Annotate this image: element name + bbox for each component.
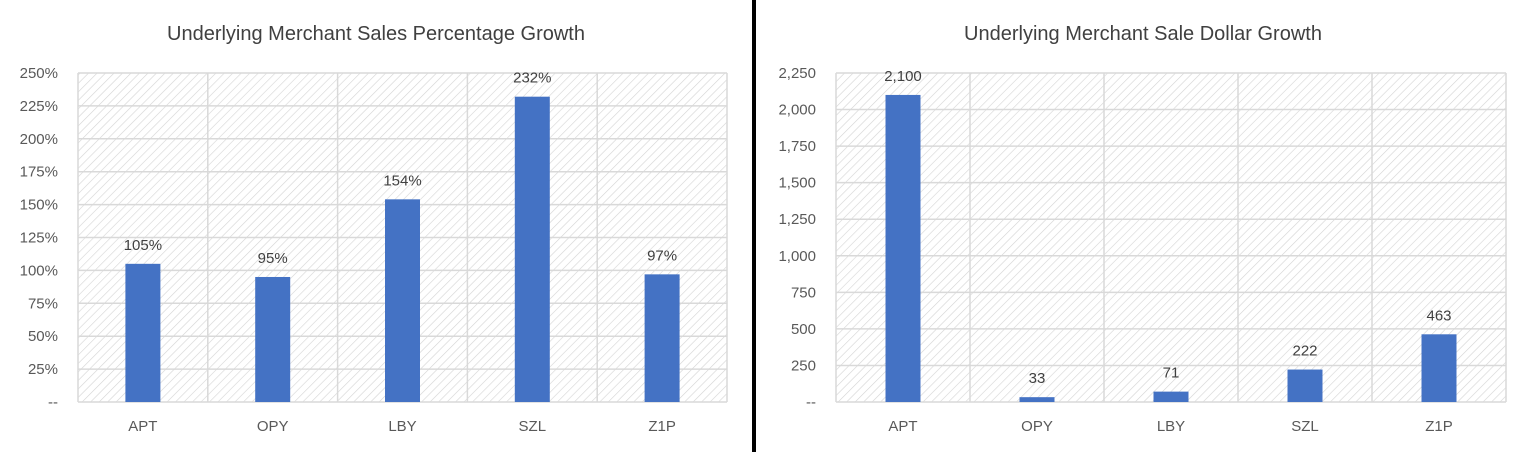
- category-label-szl: SZL: [1291, 418, 1319, 435]
- category-label-opy: OPY: [1021, 418, 1053, 435]
- y-tick-label: 1,000: [778, 248, 816, 265]
- data-label-szl: 232%: [513, 70, 551, 87]
- y-tick-label: 1,500: [778, 175, 816, 192]
- y-tick-label: 225%: [20, 98, 58, 115]
- y-tick-label: 200%: [20, 131, 58, 148]
- data-label-lby: 71: [1163, 365, 1180, 382]
- y-tick-label: 1,750: [778, 138, 816, 155]
- data-label-opy: 95%: [258, 250, 288, 267]
- y-tick-label: 75%: [28, 295, 58, 312]
- data-label-z1p: 97%: [647, 247, 677, 264]
- y-tick-label: 750: [791, 284, 816, 301]
- category-label-opy: OPY: [257, 418, 289, 435]
- bar-apt: [125, 263, 161, 402]
- bar-opy: [255, 276, 291, 402]
- data-label-apt: 2,100: [884, 68, 922, 85]
- chart-panel-left: Underlying Merchant Sales Percentage Gro…: [0, 0, 752, 452]
- percentage-growth-chart: Underlying Merchant Sales Percentage Gro…: [20, 23, 728, 435]
- y-tick-label: 1,250: [778, 211, 816, 228]
- y-tick-label: 500: [791, 321, 816, 338]
- y-tick-label: 25%: [28, 361, 58, 378]
- data-label-apt: 105%: [124, 237, 162, 254]
- chart-panel-right: Underlying Merchant Sale Dollar Growth --…: [756, 0, 1530, 452]
- bar-lby: [385, 199, 420, 402]
- y-tick-label: 50%: [28, 328, 58, 345]
- y-tick-label: 100%: [20, 262, 58, 279]
- category-label-szl: SZL: [519, 418, 547, 435]
- bar-szl: [514, 96, 550, 403]
- category-label-z1p: Z1P: [648, 418, 676, 435]
- y-tick-label: 250: [791, 357, 816, 374]
- category-label-apt: APT: [128, 418, 157, 435]
- dollar-growth-chart: Underlying Merchant Sale Dollar Growth --…: [778, 23, 1507, 435]
- data-label-szl: 222: [1292, 343, 1317, 360]
- y-tick-label: 125%: [20, 230, 58, 247]
- y-tick-label: 150%: [20, 197, 58, 214]
- bar-apt: [885, 94, 921, 402]
- category-label-apt: APT: [888, 418, 917, 435]
- plot-area: [836, 73, 1506, 402]
- bar-opy: [1019, 397, 1055, 402]
- y-tick-label: 2,000: [778, 102, 816, 119]
- chart-title: Underlying Merchant Sale Dollar Growth: [964, 23, 1322, 45]
- category-label-lby: LBY: [1157, 418, 1185, 435]
- panel-divider: [752, 0, 756, 452]
- category-label-lby: LBY: [388, 418, 416, 435]
- data-label-lby: 154%: [383, 172, 421, 189]
- data-label-z1p: 463: [1426, 307, 1451, 324]
- y-tick-label: --: [48, 394, 58, 411]
- chart-title: Underlying Merchant Sales Percentage Gro…: [167, 23, 585, 45]
- y-tick-label: --: [806, 394, 816, 411]
- bar-szl: [1287, 369, 1323, 402]
- y-tick-label: 2,250: [778, 65, 816, 82]
- y-tick-label: 175%: [20, 164, 58, 181]
- bar-z1p: [1421, 334, 1457, 402]
- category-label-z1p: Z1P: [1425, 418, 1453, 435]
- data-label-opy: 33: [1029, 370, 1046, 387]
- bar-lby: [1153, 391, 1189, 402]
- bar-z1p: [644, 274, 680, 402]
- y-tick-label: 250%: [20, 65, 58, 82]
